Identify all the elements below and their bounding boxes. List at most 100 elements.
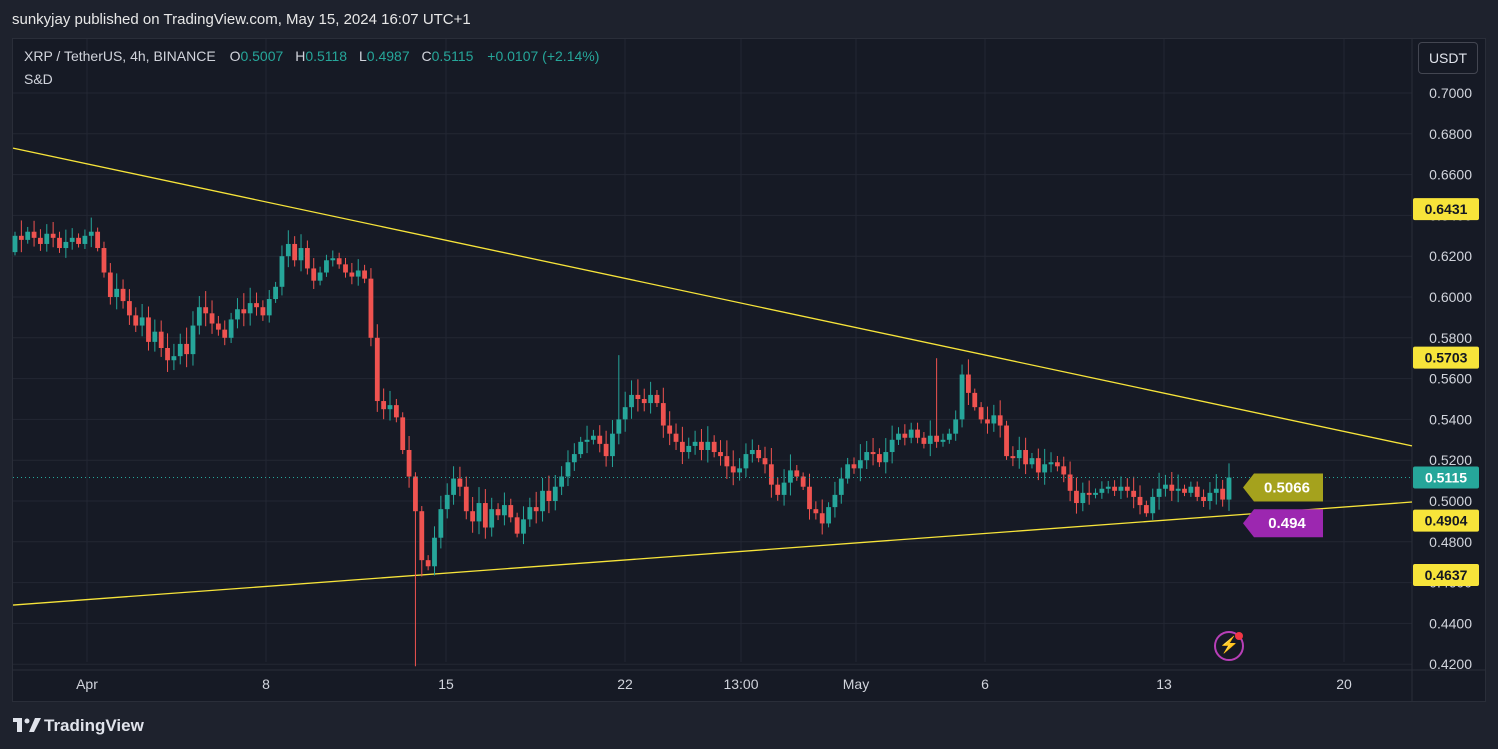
candle-body <box>38 237 43 244</box>
candle-body <box>705 441 711 450</box>
candle-body <box>1175 488 1181 491</box>
candle-body <box>571 454 577 463</box>
x-tick-label: 8 <box>262 676 270 692</box>
candle-body <box>870 452 876 455</box>
candle-body <box>1099 488 1105 493</box>
candle-body <box>934 435 940 442</box>
candle-body <box>648 394 654 404</box>
candle-body <box>1054 462 1060 467</box>
candle-body <box>254 303 259 308</box>
candle-body <box>857 460 863 469</box>
y-tick-label: 0.4800 <box>1429 534 1472 550</box>
candle-body <box>1131 490 1137 497</box>
candle-body <box>584 439 590 442</box>
candle-body <box>985 419 990 424</box>
candle-body <box>521 519 526 534</box>
tradingview-logo-icon <box>13 718 41 732</box>
candle-body <box>788 470 793 483</box>
change-value: +0.0107 (+2.14%) <box>487 48 600 64</box>
candle-body <box>463 486 469 512</box>
top-bar: sunkyjay published on TradingView.com, M… <box>0 0 1498 38</box>
candle-body <box>889 439 895 453</box>
candle-body <box>25 231 31 240</box>
candle-body <box>540 490 545 512</box>
candle-body <box>355 270 361 277</box>
candle-body <box>959 374 965 420</box>
x-tick-label: Apr <box>76 676 98 692</box>
chart-pane[interactable] <box>12 38 1486 702</box>
candle-body <box>1156 488 1162 497</box>
candle-body <box>165 348 170 361</box>
candle-body <box>368 278 374 338</box>
candle-body <box>1086 492 1092 495</box>
candle-body <box>908 429 914 438</box>
candle-body <box>419 511 425 561</box>
candle-body <box>826 507 831 524</box>
callout-box <box>1243 473 1323 502</box>
candle-body <box>1112 486 1117 491</box>
candle-body <box>552 486 558 501</box>
candle-body <box>724 456 730 467</box>
candle-body <box>590 435 596 440</box>
candle-body <box>406 450 412 477</box>
trendline[interactable] <box>12 501 1413 606</box>
candle-body <box>749 450 755 455</box>
candle-body <box>349 272 355 277</box>
candle-body <box>470 511 476 522</box>
candle-body <box>215 323 221 330</box>
candle-body <box>387 405 393 410</box>
candle-body <box>1067 474 1073 491</box>
candle-body <box>209 313 215 324</box>
candle-body <box>343 264 348 273</box>
candle-body <box>679 441 685 453</box>
candle-body <box>660 403 666 426</box>
indicator-label[interactable]: S&D <box>24 71 53 87</box>
candle-body <box>629 394 634 408</box>
candle-body <box>1207 492 1213 501</box>
price-tag-label: 0.4637 <box>1425 567 1468 583</box>
candle-body <box>1080 492 1086 504</box>
candle-body <box>177 343 183 357</box>
lightning-icon[interactable]: ⚡ <box>1214 631 1244 661</box>
candle-body <box>1124 486 1130 491</box>
publisher-text: sunkyjay published on TradingView.com, M… <box>12 11 471 28</box>
candle-body <box>107 272 113 297</box>
trendline[interactable] <box>12 147 1413 447</box>
low-value: 0.4987 <box>366 48 410 64</box>
candle-body <box>362 270 367 279</box>
candle-body <box>673 433 679 442</box>
candle-body <box>578 441 584 455</box>
currency-button[interactable]: USDT <box>1418 42 1478 74</box>
symbol-name[interactable]: XRP / TetherUS, 4h, BINANCE <box>24 48 216 64</box>
symbol-legend: XRP / TetherUS, 4h, BINANCE O0.5007 H0.5… <box>24 48 603 64</box>
candle-body <box>1118 486 1124 491</box>
candle-body <box>222 329 228 338</box>
candle-body <box>324 260 329 273</box>
candle-body <box>1004 425 1009 457</box>
notification-dot <box>1235 632 1243 640</box>
x-axis[interactable]: Apr 8 15 22 13:00 May 6 13 20 <box>76 676 1352 692</box>
candle-body <box>1137 496 1143 506</box>
candle-body <box>1201 496 1206 501</box>
candle-body <box>1194 486 1200 497</box>
candle-body <box>482 503 488 528</box>
candle-body <box>57 237 62 249</box>
candle-body <box>489 509 495 528</box>
candle-body <box>285 243 291 257</box>
candle-body <box>877 454 882 463</box>
candle-body <box>298 248 304 261</box>
candle-body <box>451 478 456 495</box>
candle-body <box>819 513 825 524</box>
low-label: L <box>358 48 367 64</box>
trendlines[interactable] <box>12 147 1413 606</box>
candle-body <box>915 429 920 438</box>
price-tag-label: 0.6431 <box>1425 201 1468 217</box>
candle-body <box>781 482 787 495</box>
callout-label: 0.494 <box>1268 515 1306 532</box>
candle-body <box>432 537 437 567</box>
candle-body <box>1061 466 1067 475</box>
candle-body <box>1029 458 1035 465</box>
callout-box <box>1243 509 1323 538</box>
price-tag <box>1413 509 1479 532</box>
